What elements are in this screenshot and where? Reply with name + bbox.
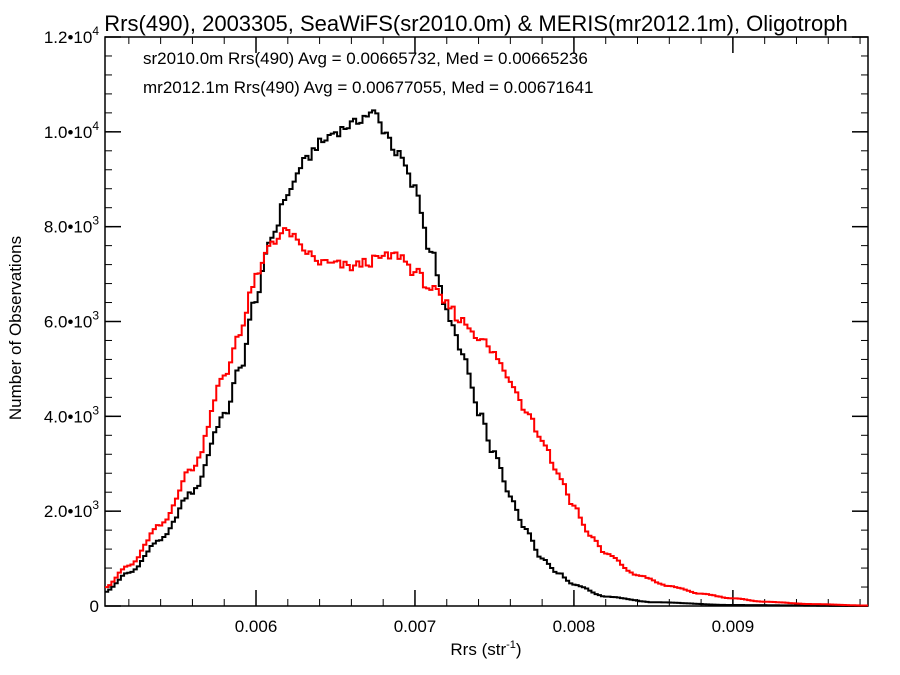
series-sr2010-histogram: [105, 109, 868, 607]
y-tick-label: 8.0•103: [44, 214, 100, 237]
legend: sr2010.0m Rrs(490) Avg = 0.00665732, Med…: [143, 49, 594, 97]
series-layer: [105, 109, 868, 607]
legend-entry-mr2012: mr2012.1m Rrs(490) Avg = 0.00677055, Med…: [143, 78, 594, 97]
x-axis-label-sup: -1: [506, 639, 516, 651]
chart-title: Rrs(490), 2003305, SeaWiFS(sr2010.0m) & …: [104, 11, 847, 36]
x-tick-label: 0.008: [553, 617, 596, 636]
x-tick-label: 0.006: [235, 617, 278, 636]
y-tick-label: 0: [90, 597, 99, 616]
series-mr2012-histogram: [105, 227, 868, 607]
y-tick-label: 2.0•103: [44, 498, 100, 521]
x-tick-label: 0.009: [712, 617, 755, 636]
y-tick-label: 1.0•104: [44, 119, 100, 142]
plot-area: [104, 36, 869, 607]
x-tick-label: 0.007: [394, 617, 437, 636]
x-tick-labels: 0.006 0.007 0.008 0.009: [235, 617, 754, 636]
y-tick-label: 1.2•104: [44, 24, 100, 47]
legend-entry-sr2010: sr2010.0m Rrs(490) Avg = 0.00665732, Med…: [143, 49, 588, 68]
x-axis-label-end: ): [516, 640, 522, 659]
y-tick-labels: 0 2.0•103 4.0•103 6.0•103 8.0•103 1.0•104 1.2•…: [44, 24, 100, 616]
x-axis-label: Rrs (str-1): [450, 639, 521, 659]
y-axis-label: Number of Observations: [6, 236, 25, 420]
plot-frame: [104, 36, 869, 607]
major-ticks: [105, 36, 868, 607]
x-axis-label-main: Rrs (str: [450, 640, 506, 659]
y-tick-label: 6.0•103: [44, 309, 100, 332]
y-tick-label: 4.0•103: [44, 403, 100, 426]
minor-ticks: [105, 36, 868, 607]
